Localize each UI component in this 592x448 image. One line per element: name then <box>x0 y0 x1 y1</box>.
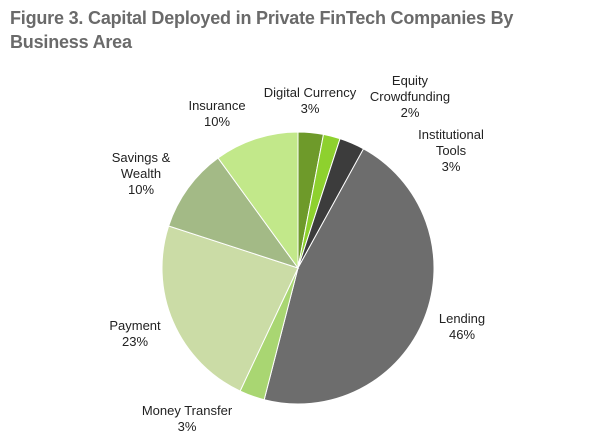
slice-label-savings: Savings & Wealth 10% <box>112 150 171 197</box>
slice-label-line: Crowdfunding <box>370 89 450 104</box>
slice-label-line: Savings & <box>112 150 171 165</box>
slice-label-lending: Lending 46% <box>439 311 485 342</box>
pie-slice-lending <box>263 148 435 405</box>
slice-label-line: Insurance <box>188 98 245 113</box>
slice-label-line: 10% <box>204 114 230 129</box>
pie-slice-payment <box>161 225 299 392</box>
pie-slice-savings <box>168 157 300 269</box>
figure-title: Figure 3. Capital Deployed in Private Fi… <box>10 8 514 52</box>
slice-label-line: 46% <box>449 327 475 342</box>
slice-label-insurance: Insurance 10% <box>188 98 245 129</box>
pie-slices <box>161 131 435 405</box>
slice-label-line: Money Transfer <box>142 403 233 418</box>
slice-label-line: Tools <box>436 143 467 158</box>
slice-label-line: 3% <box>178 419 197 434</box>
slice-label-line: Equity <box>392 73 429 88</box>
pie-labels: Digital Currency 3%Equity Crowdfunding 2%In… <box>109 73 485 434</box>
slice-label-line: 3% <box>442 159 461 174</box>
slice-label-line: Payment <box>109 318 161 333</box>
slice-label-digital-currency: Digital Currency 3% <box>264 85 357 116</box>
slice-label-payment: Payment 23% <box>109 318 161 349</box>
slice-label-line: Lending <box>439 311 485 326</box>
slice-label-line: 3% <box>301 101 320 116</box>
slice-label-line: Institutional <box>418 127 484 142</box>
slice-label-line: 23% <box>122 334 148 349</box>
slice-label-institutional: Institutional Tools 3% <box>418 127 484 174</box>
slice-label-money-transfer: Money Transfer 3% <box>142 403 233 434</box>
slice-label-line: 10% <box>128 182 154 197</box>
pie-slice-insurance <box>217 131 299 270</box>
slice-label-line: Wealth <box>121 166 161 181</box>
slice-label-equity: Equity Crowdfunding 2% <box>370 73 450 120</box>
slice-label-line: Digital Currency <box>264 85 357 100</box>
slice-label-line: 2% <box>401 105 420 120</box>
